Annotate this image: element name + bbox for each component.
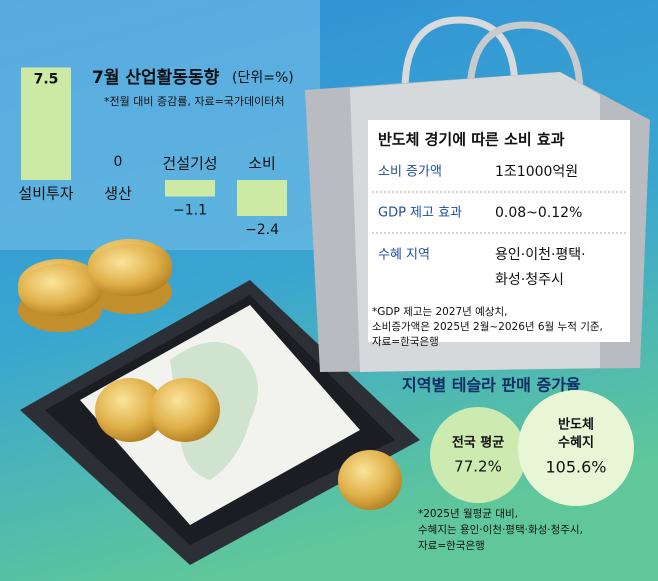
value-label: 7.5: [34, 72, 59, 88]
bag-note: 소비증가액은 2025년 2월~2026년 6월 누적 기준,: [372, 321, 603, 333]
row-value: 화성·청주시: [495, 272, 564, 288]
category-label: 생산: [104, 185, 132, 203]
bar: [21, 67, 71, 180]
category-label: 건설기성: [162, 155, 217, 173]
row-label: 수혜 지역: [378, 248, 430, 263]
circle: [430, 407, 526, 503]
value-label: 0: [114, 154, 123, 170]
bag-title: 반도체 경기에 따른 소비 효과: [378, 131, 565, 149]
bag-note: 자료=한국은행: [372, 336, 439, 348]
row-value: 1조1000억원: [495, 164, 578, 180]
chart-title: 7월 산업활동동향: [92, 67, 220, 88]
circle-value: 105.6%: [545, 458, 606, 477]
tesla-note: 자료=한국은행: [418, 540, 485, 552]
row-label: 소비 증가액: [378, 165, 442, 180]
tesla-note: 수혜지는 용인·이천·평택·화성·청주시,: [418, 524, 583, 536]
circle-label: 전국 평균: [452, 435, 504, 451]
circle-label: 반도체: [558, 417, 594, 433]
category-label: 소비: [248, 155, 276, 173]
chart-note: *전월 대비 증감률, 자료=국가데이터처: [104, 95, 285, 108]
bar: [237, 180, 287, 216]
value-label: −1.1: [173, 203, 207, 219]
chart-subtitle: (단위=%): [232, 70, 294, 86]
bag-note: *GDP 제고는 2027년 예상치,: [372, 305, 508, 318]
tesla-title: 지역별 테슬라 판매 증가율: [402, 376, 581, 395]
shopping-bag: [305, 16, 650, 372]
value-label: −2.4: [245, 222, 279, 238]
circle: [518, 390, 634, 506]
category-label: 설비투자: [18, 185, 73, 203]
row-value: 0.08~0.12%: [495, 205, 582, 221]
row-label: GDP 제고 효과: [378, 206, 462, 221]
tesla-note: *2025년 월평균 대비,: [418, 508, 518, 520]
row-value: 용인·이천·평택·: [495, 247, 586, 263]
circle-value: 77.2%: [454, 458, 502, 476]
circle-label: 수혜지: [558, 435, 594, 451]
bar: [165, 180, 215, 197]
